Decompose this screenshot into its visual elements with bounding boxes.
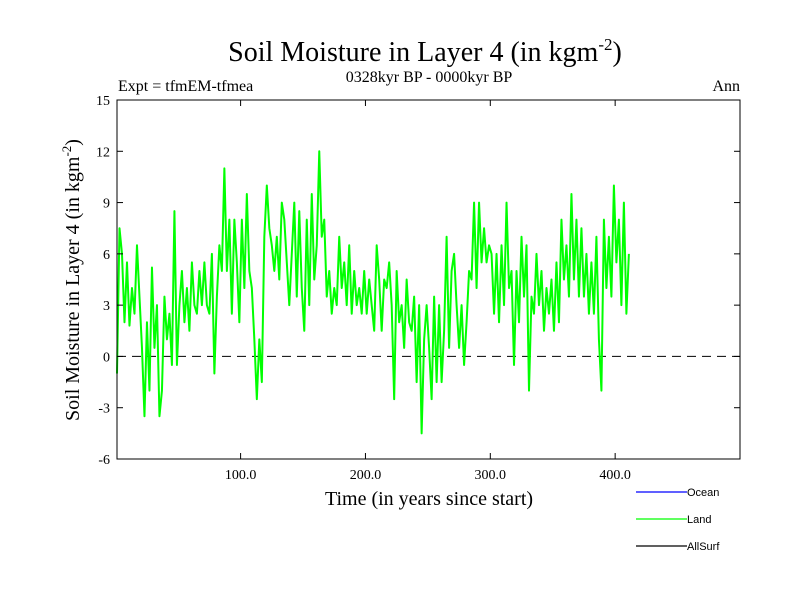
legend-label-ocean: Ocean — [687, 487, 719, 499]
plot-frame — [116, 99, 741, 460]
chart-subtitle-left: Expt = tfmEM-tfmea — [118, 78, 253, 95]
chart-subtitle-right: Ann — [712, 78, 740, 95]
y-tick-label: 3 — [103, 299, 110, 314]
series-line-land — [116, 150, 630, 435]
y-tick-label: 9 — [103, 197, 110, 212]
y-axis-label: Soil Moisture in Layer 4 (in kgm-2) — [59, 139, 84, 421]
y-tick-label: -3 — [98, 402, 110, 417]
chart-title: Soil Moisture in Layer 4 (in kgm-2) — [228, 35, 622, 68]
y-tick-label: 15 — [96, 94, 110, 109]
y-tick-label: 0 — [103, 350, 110, 365]
y-tick-label: 12 — [96, 145, 110, 160]
x-axis-label: Time (in years since start) — [325, 488, 533, 510]
x-tick-label: 300.0 — [475, 468, 507, 483]
legend-label-allsurf: AllSurf — [687, 541, 720, 553]
x-tick-label: 400.0 — [599, 468, 631, 483]
y-tick-label: 6 — [103, 248, 110, 263]
legend-label-land: Land — [687, 514, 711, 526]
x-tick-label: 100.0 — [225, 468, 257, 483]
chart-subtitle-center: 0328kyr BP - 0000kyr BP — [346, 69, 513, 86]
x-tick-label: 200.0 — [350, 468, 382, 483]
y-tick-label: -6 — [98, 453, 110, 468]
